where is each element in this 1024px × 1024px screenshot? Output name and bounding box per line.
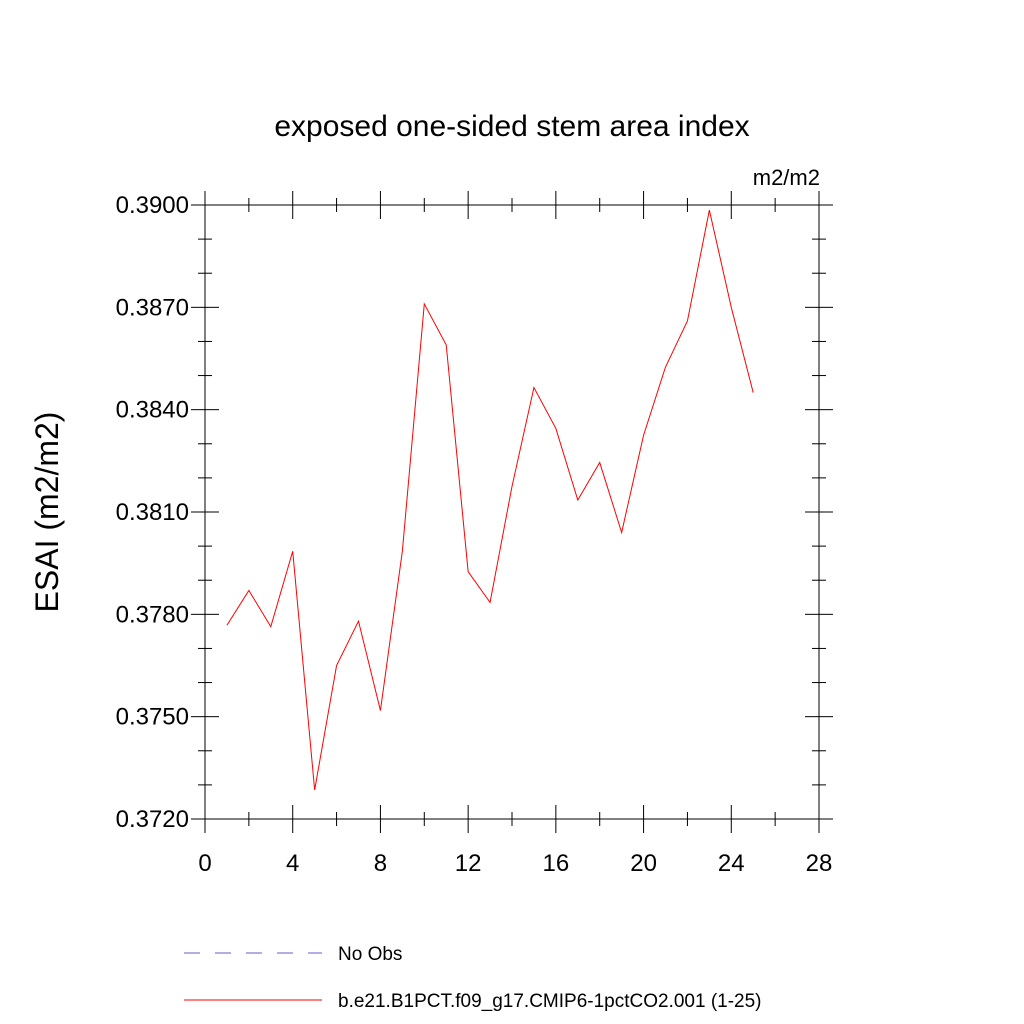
y-tick-label: 0.3780 [116,601,189,628]
x-tick-label: 28 [806,850,833,877]
units-label: m2/m2 [753,165,820,190]
y-tick-label: 0.3900 [116,192,189,219]
y-tick-label: 0.3840 [116,397,189,424]
x-tick-label: 24 [718,850,745,877]
x-tick-label: 0 [198,850,211,877]
axis-ticks [191,191,833,833]
y-tick-labels: 0.3720 0.3750 0.3780 0.3810 0.3840 0.3870 0.39… [116,192,189,833]
x-tick-label: 8 [374,850,387,877]
x-tick-labels: 0 4 8 12 16 20 24 28 [198,850,832,877]
x-tick-label: 4 [286,850,299,877]
x-tick-label: 16 [543,850,570,877]
x-tick-label: 12 [455,850,482,877]
legend-label: No Obs [338,944,402,965]
plot-frame [204,204,820,820]
y-tick-label: 0.3810 [116,499,189,526]
y-tick-label: 0.3720 [116,806,189,833]
legend-label: b.e21.B1PCT.f09_g17.CMIP6-1pctCO2.001 (1… [338,991,762,1012]
y-tick-label: 0.3750 [116,704,189,731]
y-axis-label: ESAI (m2/m2) [29,412,65,613]
chart-title: exposed one-sided stem area index [274,110,749,143]
legend: No Obs b.e21.B1PCT.f09_g17.CMIP6-1pctCO2.… [184,944,762,1012]
series-group [226,210,754,791]
y-tick-label: 0.3870 [116,294,189,321]
series-line [226,210,754,791]
x-tick-label: 20 [630,850,657,877]
